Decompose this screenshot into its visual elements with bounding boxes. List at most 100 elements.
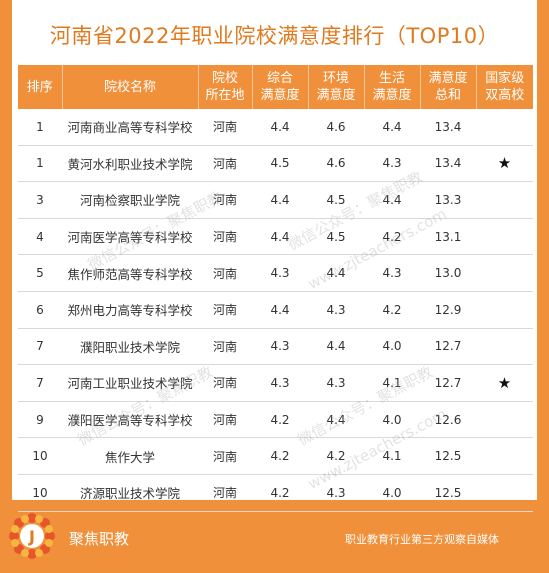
table-row: 5 焦作师范高等专科学校 河南 4.3 4.4 4.3 13.0 [18, 254, 533, 292]
ranking-card: 河南省2022年职业院校满意度排行（TOP10） 排序 院校名称 院校 所在地 综合 满意… [12, 0, 537, 512]
column-header: 满意度 总和 [420, 65, 477, 109]
cell-total: 13.1 [420, 218, 476, 256]
cell-rank: 5 [18, 254, 62, 292]
column-header-text: 环境 [322, 71, 349, 86]
column-header-text: 综合 [266, 71, 293, 86]
cell-overall: 4.4 [252, 109, 308, 146]
column-header: 环境 满意度 [308, 65, 365, 109]
cell-total: 12.7 [420, 364, 476, 402]
cell-overall: 4.4 [252, 218, 308, 256]
cell-name: 河南商业高等专科学校 [62, 109, 198, 146]
cell-rank: 1 [18, 145, 62, 183]
cell-double-high [476, 328, 533, 366]
cell-rank: 7 [18, 364, 62, 402]
cell-double-high [476, 291, 533, 329]
cell-rank: 7 [18, 328, 62, 366]
cell-overall: 4.2 [252, 401, 308, 439]
column-header-text: 排序 [26, 79, 53, 95]
cell-region: 河南 [198, 291, 252, 329]
column-header: 国家级 双高校 [476, 65, 533, 109]
cell-region: 河南 [198, 328, 252, 366]
cell-name: 焦作大学 [62, 437, 198, 475]
cell-life: 4.4 [364, 109, 420, 146]
cell-double-high [476, 437, 533, 475]
cell-overall: 4.4 [252, 291, 308, 329]
cell-region: 河南 [198, 254, 252, 292]
cell-life: 4.0 [364, 474, 420, 512]
cell-name: 河南工业职业技术学院 [62, 364, 198, 402]
cell-name: 焦作师范高等专科学校 [62, 254, 198, 292]
column-header-text: 满意度 [372, 88, 412, 103]
cell-life: 4.2 [364, 291, 420, 329]
brand-logo-icon: J [9, 513, 55, 559]
table-row: 6 郑州电力高等专科学校 河南 4.4 4.3 4.2 12.9 [18, 291, 533, 329]
cell-overall: 4.2 [252, 437, 308, 475]
cell-life: 4.1 [364, 437, 420, 475]
cell-region: 河南 [198, 218, 252, 256]
cell-life: 4.3 [364, 254, 420, 292]
cell-double-high [476, 218, 533, 256]
cell-overall: 4.3 [252, 254, 308, 292]
column-header-text: 满意度 [428, 71, 468, 86]
cell-environment: 4.3 [308, 364, 364, 402]
column-header-text: 双高校 [485, 88, 525, 103]
cell-life: 4.0 [364, 328, 420, 366]
cell-rank: 9 [18, 401, 62, 439]
cell-environment: 4.3 [308, 291, 364, 329]
cell-rank: 10 [18, 474, 62, 512]
page-title: 河南省2022年职业院校满意度排行（TOP10） [49, 24, 500, 48]
cell-total: 12.9 [420, 291, 476, 329]
column-header-text: 总和 [434, 88, 461, 103]
cell-region: 河南 [198, 401, 252, 439]
cell-name: 济源职业技术学院 [62, 474, 198, 512]
logo-letter: J [28, 527, 35, 546]
column-header: 综合 满意度 [252, 65, 309, 109]
column-header-text: 院校 [211, 71, 238, 86]
cell-region: 河南 [198, 364, 252, 402]
cell-double-high [476, 401, 533, 439]
cell-environment: 4.6 [308, 109, 364, 146]
cell-double-high: ★ [476, 364, 533, 402]
cell-environment: 4.3 [308, 474, 364, 512]
cell-environment: 4.4 [308, 401, 364, 439]
cell-rank: 4 [18, 218, 62, 256]
cell-life: 4.0 [364, 401, 420, 439]
cell-region: 河南 [198, 474, 252, 512]
cell-double-high [476, 181, 533, 219]
table-row: 4 河南医学高等专科学校 河南 4.4 4.5 4.2 13.1 [18, 218, 533, 256]
cell-name: 黄河水利职业技术学院 [62, 145, 198, 183]
cell-life: 4.3 [364, 145, 420, 183]
table-row: 7 河南工业职业技术学院 河南 4.3 4.3 4.1 12.7 ★ [18, 364, 533, 402]
cell-environment: 4.5 [308, 181, 364, 219]
cell-total: 13.4 [420, 145, 476, 183]
table-row: 9 濮阳医学高等专科学校 河南 4.2 4.4 4.0 12.6 [18, 401, 533, 439]
column-header-text: 生活 [378, 71, 405, 86]
cell-rank: 6 [18, 291, 62, 329]
cell-total: 13.3 [420, 181, 476, 219]
cell-total: 13.0 [420, 254, 476, 292]
cell-environment: 4.5 [308, 218, 364, 256]
cell-region: 河南 [198, 109, 252, 146]
cell-overall: 4.5 [252, 145, 308, 183]
cell-life: 4.4 [364, 181, 420, 219]
cell-rank: 3 [18, 181, 62, 219]
cell-name: 濮阳医学高等专科学校 [62, 401, 198, 439]
cell-total: 12.5 [420, 474, 476, 512]
cell-total: 12.5 [420, 437, 476, 475]
table-row: 3 河南检察职业学院 河南 4.4 4.5 4.4 13.3 [18, 181, 533, 219]
column-header: 生活 满意度 [364, 65, 421, 109]
cell-double-high [476, 109, 533, 146]
table-row: 10 焦作大学 河南 4.2 4.2 4.1 12.5 [18, 437, 533, 475]
column-header: 排序 [18, 65, 63, 109]
cell-total: 13.4 [420, 109, 476, 146]
table-row: 10 济源职业技术学院 河南 4.2 4.3 4.0 12.5 [18, 474, 533, 512]
cell-overall: 4.3 [252, 364, 308, 402]
column-header-text: 院校名称 [103, 79, 156, 95]
column-header: 院校 所在地 [198, 65, 253, 109]
brand-name: 聚焦职教 [69, 530, 130, 548]
column-header-text: 所在地 [205, 88, 245, 103]
brand-tagline: 职业教育行业第三方观察自媒体 [345, 533, 499, 546]
cell-region: 河南 [198, 181, 252, 219]
cell-name: 河南检察职业学院 [62, 181, 198, 219]
cell-region: 河南 [198, 437, 252, 475]
